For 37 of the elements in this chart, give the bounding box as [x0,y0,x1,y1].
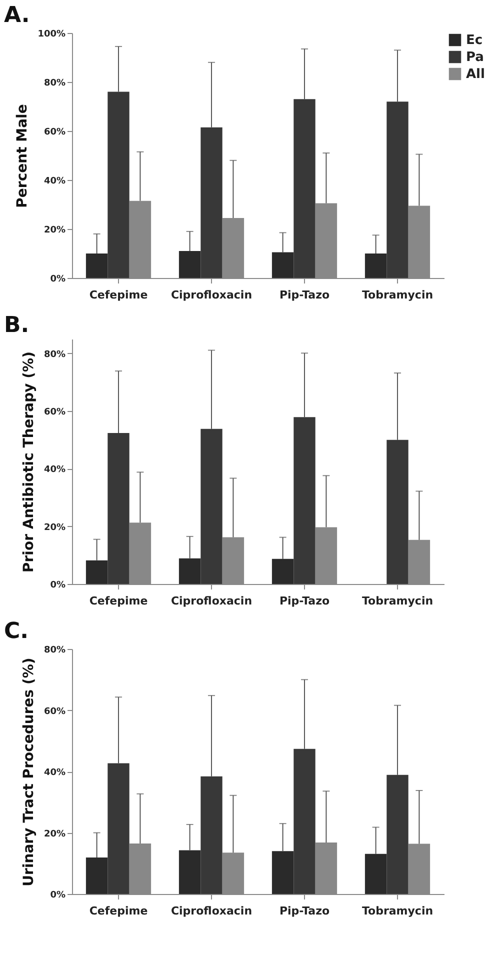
x-tick-label: Tobramycin [362,594,434,608]
y-tick-label: 100% [38,30,66,40]
y-tick-label: 60% [44,408,66,418]
y-tick-label: 20% [44,829,66,840]
y-axis-title: Urinary Tract Procedures (%) [20,658,37,886]
x-tick-label: Ciprofloxacin [170,904,252,918]
x-tick-label: Cefepime [89,594,148,608]
x-tick-label: Tobramycin [362,904,434,918]
y-tick-label: 0% [50,580,66,590]
chart-title: A. [4,3,30,28]
legend-label: All [466,67,485,82]
chart-title: C. [4,619,29,644]
y-tick-label: 20% [44,522,66,533]
y-tick-label: 40% [44,176,66,186]
x-tick-label: Tobramycin [362,288,434,302]
x-tick-label: Pip-Tazo [279,904,330,918]
legend-label: Pa [466,50,484,65]
x-tick-label: Ciprofloxacin [170,594,252,608]
y-tick-label: 60% [44,706,66,717]
y-tick-label: 40% [44,768,66,778]
y-tick-label: 80% [44,78,66,88]
legend-label: Ec [466,33,483,48]
y-tick-label: 40% [44,465,66,476]
y-axis-title: Prior Antibiotic Therapy (%) [20,352,37,572]
x-tick-label: Cefepime [89,288,148,302]
x-tick-label: Cefepime [89,904,148,918]
chart-title: B. [4,313,30,338]
y-tick-label: 60% [44,128,66,138]
y-tick-label: 80% [44,646,66,656]
y-axis-title: Percent Male [14,104,31,208]
x-tick-label: Pip-Tazo [279,594,330,608]
y-tick-label: 0% [50,890,66,900]
y-tick-label: 0% [50,274,66,284]
y-tick-label: 80% [44,350,66,360]
x-tick-label: Ciprofloxacin [170,288,252,302]
x-tick-label: Pip-Tazo [279,288,330,302]
y-tick-label: 20% [44,226,66,236]
